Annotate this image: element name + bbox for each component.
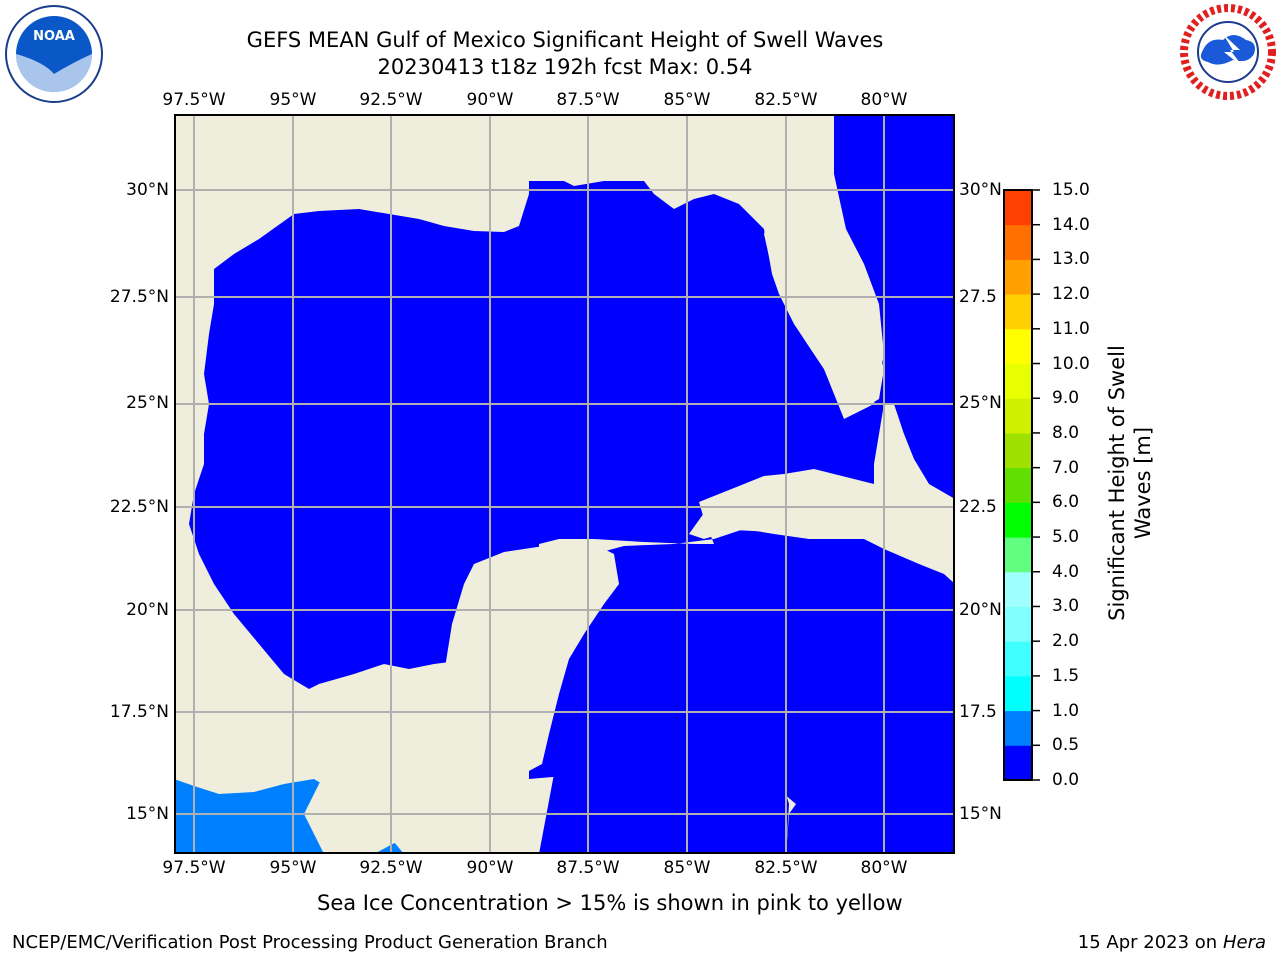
colorbar-label: Significant Height of Swell Waves [m] (1104, 313, 1156, 653)
lat-label-right: 25°N (959, 393, 1002, 413)
noaa-logo-icon: NOAA (5, 5, 103, 103)
colorbar-tick-label: 11.0 (1052, 318, 1090, 339)
colorbar-tick-label: 2.0 (1052, 631, 1080, 652)
colorbar-tick-label: 10.0 (1052, 353, 1090, 374)
lat-label-left: 27.5°N (109, 287, 169, 307)
cuba-land (689, 482, 955, 569)
colorbar-segment (1004, 675, 1032, 712)
map-panel (174, 114, 955, 854)
colorbar-tick-label: 13.0 (1052, 249, 1090, 270)
colorbar-tick-label: 1.0 (1052, 700, 1080, 721)
colorbar-segment (1004, 224, 1032, 260)
colorbar-tick-label: 0.0 (1052, 770, 1080, 790)
colorbar-segment (1004, 398, 1032, 434)
colorbar-segment (1004, 328, 1032, 365)
colorbar-segment (1004, 502, 1032, 538)
colorbar-segment (1004, 745, 1032, 781)
lat-label-left: 25°N (126, 393, 169, 413)
colorbar-segment (1004, 294, 1032, 330)
colorbar-tick-label: 5.0 (1052, 527, 1080, 548)
gulf-ocean (189, 114, 955, 854)
colorbar-segment (1004, 606, 1032, 642)
footer-host: Hera (1222, 932, 1266, 953)
chart-subtitle: 20230413 t18z 192h fcst Max: 0.54 (377, 55, 753, 79)
colorbar-segment (1004, 190, 1032, 226)
colorbar-segment (1004, 537, 1032, 573)
sea-ice-note: Sea Ice Concentration > 15% is shown in … (317, 891, 903, 915)
chart-title: GEFS MEAN Gulf of Mexico Significant Hei… (246, 28, 884, 52)
colorbar-tick-label: 6.0 (1052, 492, 1080, 513)
colorbar-tick-label: 7.0 (1052, 457, 1080, 478)
lat-label-left: 17.5°N (109, 702, 169, 722)
lon-label-top: 87.5°W (556, 90, 620, 110)
colorbar-segment (1004, 363, 1032, 399)
lon-label-bottom: 90°W (466, 858, 514, 878)
colorbar-segment (1004, 571, 1032, 607)
lat-label-left: 15°N (126, 804, 169, 824)
lat-label-right: 17.5 (959, 702, 997, 722)
colorbar-tick-label: 4.0 (1052, 561, 1080, 582)
colorbar-tick-label: 8.0 (1052, 422, 1080, 443)
colorbar-segment (1004, 710, 1032, 746)
lon-label-top: 90°W (466, 90, 514, 110)
lon-label-top: 92.5°W (359, 90, 423, 110)
colorbar-tick-label: 3.0 (1052, 596, 1080, 617)
lat-label-left: 30°N (126, 180, 169, 200)
lon-label-bottom: 85°W (663, 858, 711, 878)
lat-label-right: 20°N (959, 600, 1002, 620)
caribbean-ocean (539, 754, 789, 854)
colorbar-segment (1004, 432, 1032, 469)
colorbar-tick-label: 9.0 (1052, 388, 1080, 409)
colorbar-tick-label: 12.0 (1052, 284, 1090, 305)
lon-label-top: 97.5°W (162, 90, 226, 110)
colorbar-segment (1004, 467, 1032, 503)
lon-label-bottom: 87.5°W (556, 858, 620, 878)
lat-label-left: 20°N (126, 600, 169, 620)
yucatan-land (304, 544, 619, 854)
footer-date: 15 Apr 2023 on (1077, 932, 1223, 953)
lon-label-top: 82.5°W (754, 90, 818, 110)
colorbar-tick-label: 15.0 (1052, 180, 1090, 200)
lat-label-right: 30°N (959, 180, 1002, 200)
lat-label-left: 22.5°N (109, 497, 169, 517)
footer-right: 15 Apr 2023 on Hera (1078, 932, 1266, 953)
colorbar-segment (1004, 641, 1032, 677)
map-frame (174, 114, 955, 854)
lat-label-right: 15°N (959, 804, 1002, 824)
colorbar-label-line1: Significant Height of Swell (1105, 345, 1129, 621)
lat-label-right: 27.5 (959, 287, 997, 307)
lat-label-right: 22.5 (959, 497, 997, 517)
colorbar (1003, 189, 1040, 781)
lon-label-bottom: 95°W (269, 858, 317, 878)
colorbar-tick-label: 0.5 (1052, 735, 1080, 756)
colorbar-segment (1004, 259, 1032, 295)
florida-land (764, 199, 884, 414)
colorbar-label-line2: Waves [m] (1131, 426, 1155, 540)
footer-left: NCEP/EMC/Verification Post Processing Pr… (12, 932, 608, 953)
lon-label-bottom: 97.5°W (162, 858, 226, 878)
national-weather-service-logo-icon (1180, 4, 1276, 100)
noaa-logo-text: NOAA (33, 29, 75, 44)
colorbar-frame (1003, 189, 1033, 781)
lon-label-bottom: 82.5°W (754, 858, 818, 878)
colorbar-tick-label: 14.0 (1052, 214, 1090, 235)
lon-label-top: 80°W (860, 90, 908, 110)
colorbar-tick-label: 1.5 (1052, 665, 1080, 686)
graticule (174, 114, 955, 854)
lon-label-top: 85°W (663, 90, 711, 110)
lon-label-bottom: 80°W (860, 858, 908, 878)
lon-label-top: 95°W (269, 90, 317, 110)
lon-label-bottom: 92.5°W (359, 858, 423, 878)
